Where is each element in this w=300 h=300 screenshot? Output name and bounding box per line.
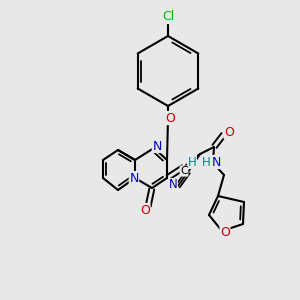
- Text: H: H: [188, 155, 196, 169]
- Text: H: H: [202, 155, 210, 169]
- Text: Cl: Cl: [162, 11, 174, 23]
- Text: O: O: [165, 112, 175, 124]
- Text: C: C: [180, 166, 188, 176]
- Text: N: N: [152, 140, 162, 152]
- Text: N: N: [211, 155, 221, 169]
- Text: O: O: [224, 125, 234, 139]
- Text: N: N: [129, 172, 139, 184]
- Text: O: O: [140, 203, 150, 217]
- Text: N: N: [169, 178, 177, 191]
- Text: O: O: [220, 226, 230, 238]
